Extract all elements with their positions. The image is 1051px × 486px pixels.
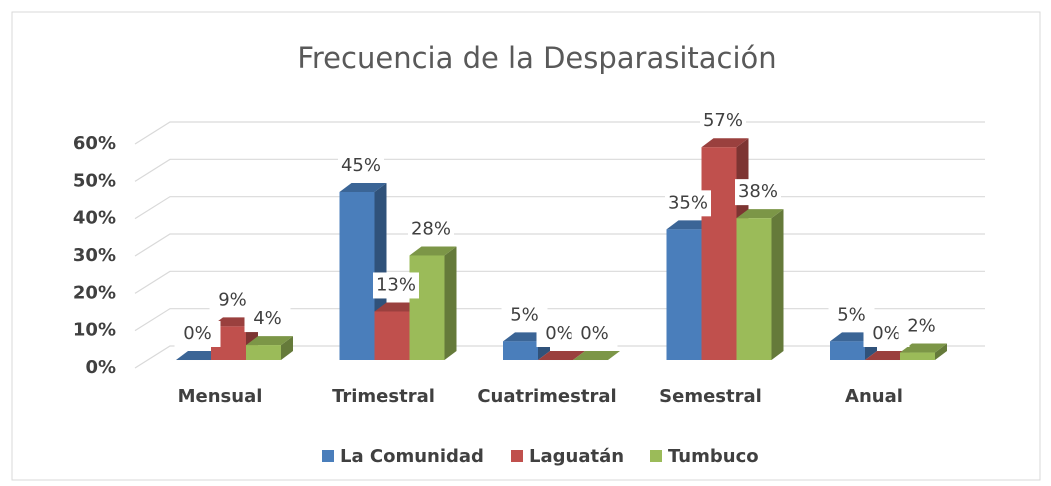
data-label: 38% <box>738 181 778 202</box>
y-tick-label: 30% <box>73 245 116 266</box>
legend-label: Laguatán <box>529 446 624 467</box>
bar-top <box>736 209 784 219</box>
y-tick-label: 60% <box>73 133 116 154</box>
data-label: 13% <box>376 274 416 295</box>
data-label-bg <box>571 321 618 347</box>
data-label-bg <box>700 108 746 135</box>
data-label: 0% <box>183 323 212 344</box>
bar-top <box>900 343 947 353</box>
y-tick-label: 0% <box>85 357 116 378</box>
data-label-bg <box>244 306 291 333</box>
data-label-bg <box>338 153 384 179</box>
legend-label: Tumbuco <box>668 446 759 467</box>
data-label: 45% <box>341 155 381 176</box>
data-label-bg <box>373 272 419 299</box>
bar <box>409 255 445 360</box>
bar-top <box>538 351 585 360</box>
data-label: 35% <box>668 192 708 213</box>
y-tick-label: 10% <box>73 320 116 341</box>
data-label: 2% <box>907 316 936 337</box>
data-label-bg <box>174 321 221 347</box>
legend-swatch <box>650 450 662 462</box>
bar-top <box>701 138 749 148</box>
bar <box>503 341 538 360</box>
x-tick-label: Trimestral <box>332 386 435 407</box>
x-tick-label: Cuatrimestral <box>477 386 616 407</box>
bar-top <box>246 336 293 346</box>
bar-side <box>935 343 947 360</box>
bar <box>701 147 737 360</box>
data-label: 57% <box>703 110 743 131</box>
legend-label: La Comunidad <box>340 446 484 467</box>
bar-side <box>771 209 784 360</box>
data-label: 0% <box>872 323 901 344</box>
x-tick-label: Anual <box>845 386 903 407</box>
bar <box>736 218 772 360</box>
bar <box>339 192 375 360</box>
bar-side <box>444 246 457 360</box>
bar <box>246 345 281 360</box>
bar-top <box>339 183 387 192</box>
legend-swatch <box>511 450 523 462</box>
data-label: 9% <box>218 289 247 310</box>
bar <box>830 341 865 360</box>
x-tick-label: Semestral <box>659 386 762 407</box>
data-label: 0% <box>545 323 574 344</box>
bar <box>374 311 410 360</box>
y-tick-label: 40% <box>73 208 116 229</box>
data-label-bg <box>898 313 945 340</box>
bar-top <box>409 246 457 256</box>
bar <box>900 352 935 360</box>
chart-border <box>11 11 1041 481</box>
data-label-bg <box>735 179 781 206</box>
chart-title: Frecuencia de la Desparasitación <box>297 41 776 75</box>
data-label: 0% <box>580 323 609 344</box>
data-label: 5% <box>510 304 539 325</box>
bar <box>666 229 702 360</box>
data-label-bg <box>665 190 711 217</box>
data-label: 28% <box>411 218 451 239</box>
data-label: 5% <box>837 304 866 325</box>
y-tick-label: 50% <box>73 170 116 191</box>
data-label: 4% <box>253 308 282 329</box>
bar-side <box>281 336 293 360</box>
x-tick-label: Mensual <box>178 386 263 407</box>
y-tick-label: 20% <box>73 282 116 303</box>
data-label-bg <box>408 216 454 243</box>
bar-top <box>573 351 620 360</box>
legend-swatch <box>322 450 334 462</box>
